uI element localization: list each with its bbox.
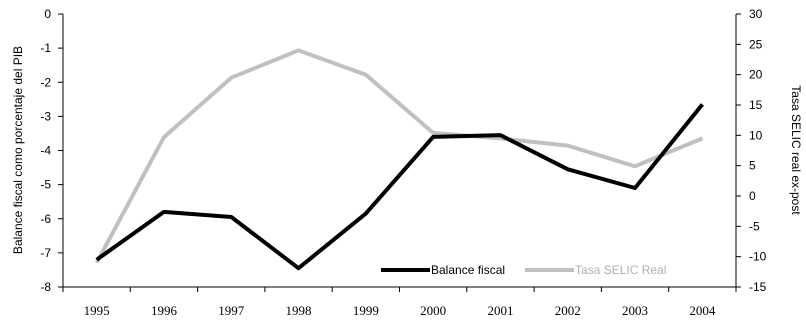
x-tick-label: 1995	[84, 303, 110, 318]
y-left-tick-label: -8	[40, 280, 51, 294]
x-tick-label: 2002	[555, 303, 581, 318]
series-line-balance-fiscal	[95, 103, 704, 271]
y-right-tick-label: -10	[749, 250, 767, 264]
y-left-tick-label: -1	[40, 41, 51, 55]
legend: Balance fiscal Tasa SELIC Real	[381, 263, 666, 277]
y-left-tick-label: -6	[40, 212, 51, 226]
legend-label-tasa-selic-real: Tasa SELIC Real	[575, 263, 666, 277]
y-left-tick-label: -7	[40, 246, 51, 260]
x-tick-label: 1998	[286, 303, 312, 318]
x-tick-label: 1996	[151, 303, 178, 318]
x-tick-label: 2003	[622, 303, 648, 318]
y-axis-right-title: Tasa SELIC real ex-post	[789, 85, 803, 215]
ticks: 0 -1 -2 -3 -4 -5 -6 -7 -8 30 25 20 15 10 5 0 -5 -10 -15 199…	[40, 7, 766, 318]
x-tick-label: 2001	[487, 303, 513, 318]
y-left-tick-label: 0	[44, 7, 51, 21]
axes	[62, 14, 737, 288]
y-right-tick-label: 30	[749, 7, 763, 21]
y-right-tick-label: -15	[749, 280, 767, 294]
y-axis-left-title: Balance fiscal como porcentaje del PIB	[11, 46, 25, 254]
y-left-tick-label: -5	[40, 178, 51, 192]
series-line-tasa-selic-real	[94, 48, 704, 264]
y-right-tick-label: 0	[749, 189, 756, 203]
legend-label-balance-fiscal: Balance fiscal	[431, 263, 505, 277]
x-tick-label: 2004	[689, 303, 716, 318]
y-right-tick-label: 20	[749, 68, 763, 82]
y-right-tick-label: 15	[749, 98, 763, 112]
x-tick-label: 2000	[420, 303, 446, 318]
series	[94, 48, 704, 271]
y-right-tick-label: 5	[749, 159, 756, 173]
y-right-tick-label: 10	[749, 128, 763, 142]
y-left-tick-label: -2	[40, 75, 51, 89]
y-left-tick-label: -4	[40, 144, 51, 158]
x-tick-label: 1997	[218, 303, 245, 318]
x-tick-label: 1999	[353, 303, 379, 318]
y-right-tick-label: -5	[749, 219, 760, 233]
y-left-tick-label: -3	[40, 109, 51, 123]
y-right-tick-label: 25	[749, 37, 763, 51]
